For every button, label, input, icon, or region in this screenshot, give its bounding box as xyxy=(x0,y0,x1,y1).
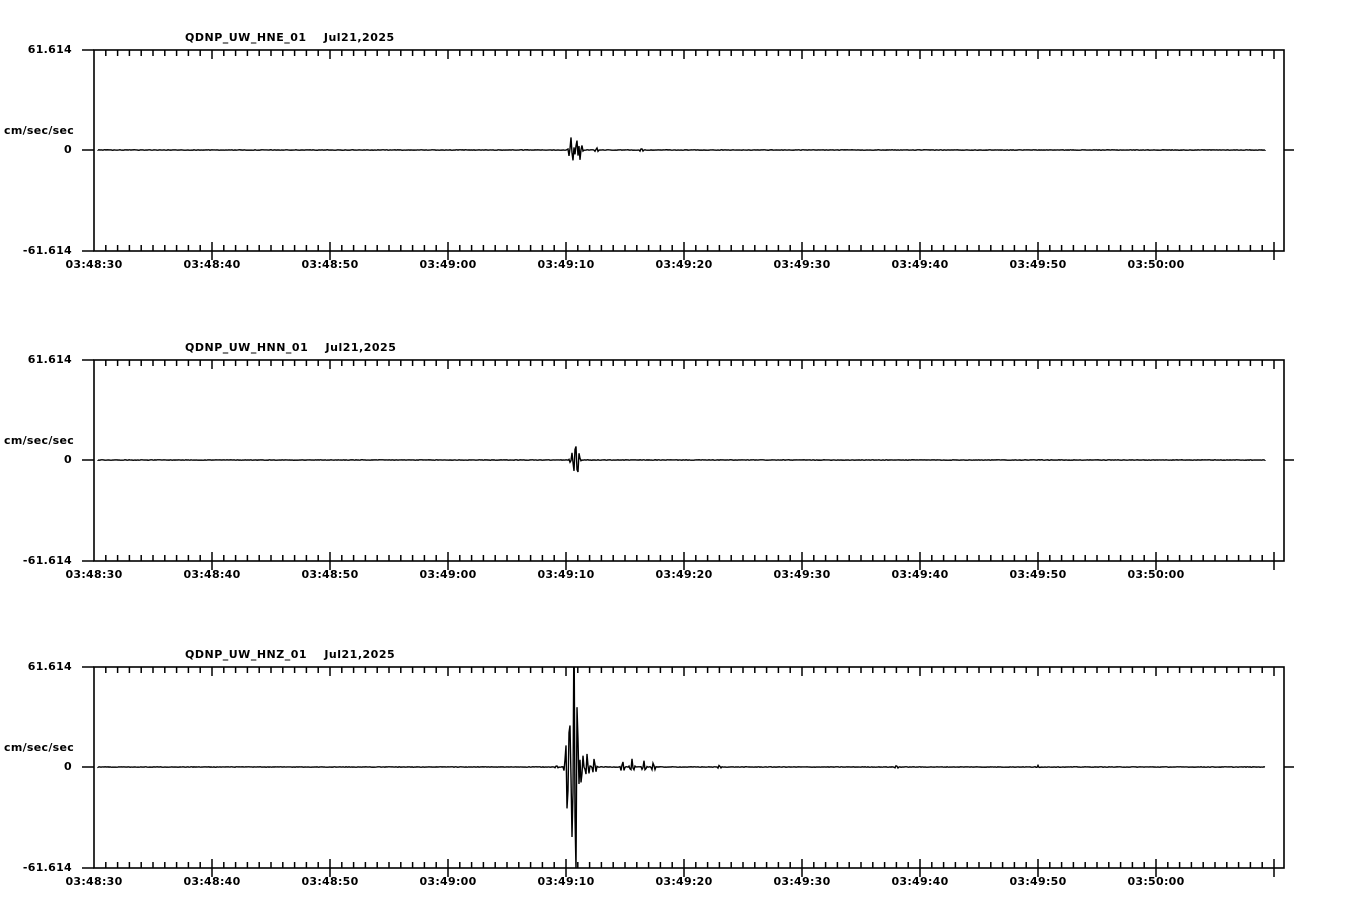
x-axis-tick-label: 03:49:50 xyxy=(1009,568,1067,581)
x-axis-tick-label: 03:49:00 xyxy=(419,568,477,581)
x-axis-tick-label: 03:50:00 xyxy=(1127,568,1185,581)
x-axis-tick-label: 03:49:00 xyxy=(419,258,477,271)
plot-frame xyxy=(93,49,1285,252)
x-axis-tick-label: 03:49:30 xyxy=(773,568,831,581)
x-axis-tick-label: 03:50:00 xyxy=(1127,258,1185,271)
x-axis-tick-label: 03:49:20 xyxy=(655,875,713,888)
waveform-trace-hnn xyxy=(97,446,1266,473)
y-axis-max-label: 61.614 xyxy=(27,353,72,366)
y-axis-zero-label: 0 xyxy=(64,143,72,156)
waveform-trace-hnz xyxy=(97,667,1266,868)
x-axis-tick-label: 03:49:50 xyxy=(1009,875,1067,888)
x-axis-tick-label: 03:48:30 xyxy=(65,258,123,271)
x-axis-tick-label: 03:49:50 xyxy=(1009,258,1067,271)
y-axis-min-label: -61.614 xyxy=(22,861,72,874)
y-axis-units-label: cm/sec/sec xyxy=(4,741,75,754)
plot-frame xyxy=(93,666,1285,869)
x-axis-tick-label: 03:48:40 xyxy=(183,568,241,581)
y-axis-min-label: -61.614 xyxy=(22,554,72,567)
waveform-trace-hne xyxy=(97,137,1266,161)
x-axis-tick-label: 03:49:00 xyxy=(419,875,477,888)
x-axis-tick-label: 03:48:50 xyxy=(301,568,359,581)
x-axis-tick-label: 03:48:30 xyxy=(65,568,123,581)
x-axis-tick-label: 03:49:10 xyxy=(537,258,595,271)
x-axis-tick-label: 03:48:40 xyxy=(183,258,241,271)
x-axis-tick-label: 03:50:00 xyxy=(1127,875,1185,888)
y-axis-units-label: cm/sec/sec xyxy=(4,434,75,447)
x-axis-tick-label: 03:48:50 xyxy=(301,258,359,271)
x-axis-tick-label: 03:49:40 xyxy=(891,875,949,888)
y-axis-max-label: 61.614 xyxy=(27,43,72,56)
y-axis-zero-label: 0 xyxy=(64,760,72,773)
x-axis-tick-label: 03:48:40 xyxy=(183,875,241,888)
x-axis-tick-label: 03:49:20 xyxy=(655,258,713,271)
x-axis-tick-label: 03:49:30 xyxy=(773,875,831,888)
panel-title-hnn: QDNP_UW_HNN_01 Jul21,2025 xyxy=(185,341,397,354)
x-axis-tick-label: 03:49:10 xyxy=(537,568,595,581)
plot-frame xyxy=(93,359,1285,562)
panel-title-hne: QDNP_UW_HNE_01 Jul21,2025 xyxy=(185,31,395,44)
x-axis-tick-label: 03:49:10 xyxy=(537,875,595,888)
x-axis-tick-label: 03:49:30 xyxy=(773,258,831,271)
x-axis-tick-label: 03:49:20 xyxy=(655,568,713,581)
x-axis-tick-label: 03:49:40 xyxy=(891,258,949,271)
y-axis-units-label: cm/sec/sec xyxy=(4,124,75,137)
x-axis-tick-label: 03:48:30 xyxy=(65,875,123,888)
y-axis-zero-label: 0 xyxy=(64,453,72,466)
y-axis-max-label: 61.614 xyxy=(27,660,72,673)
x-axis-tick-label: 03:49:40 xyxy=(891,568,949,581)
x-axis-tick-label: 03:48:50 xyxy=(301,875,359,888)
panel-title-hnz: QDNP_UW_HNZ_01 Jul21,2025 xyxy=(185,648,396,661)
y-axis-min-label: -61.614 xyxy=(22,244,72,257)
